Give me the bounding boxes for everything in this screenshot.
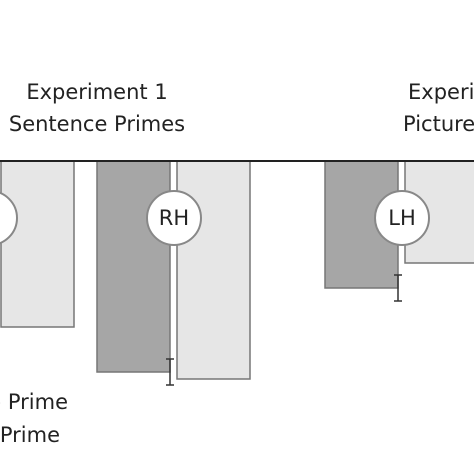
hemisphere-badge	[0, 191, 18, 245]
hemisphere-badge	[146, 190, 202, 246]
experiment-title: Experiment 1	[26, 80, 167, 104]
hemisphere-badge	[374, 190, 430, 246]
error-bar	[394, 274, 402, 302]
bar	[176, 160, 251, 380]
bar	[96, 160, 171, 373]
legend-label: e Prime	[0, 390, 68, 414]
hemisphere-label: RH	[159, 206, 189, 230]
error-bar	[166, 358, 174, 386]
experiment-title: Sentence Primes	[9, 112, 185, 136]
bar	[0, 160, 75, 328]
experiment-title: Picture	[403, 112, 474, 136]
legend-label: Prime	[0, 423, 60, 447]
hemisphere-label: LH	[388, 206, 416, 230]
experiment-title: Experi	[408, 80, 474, 104]
